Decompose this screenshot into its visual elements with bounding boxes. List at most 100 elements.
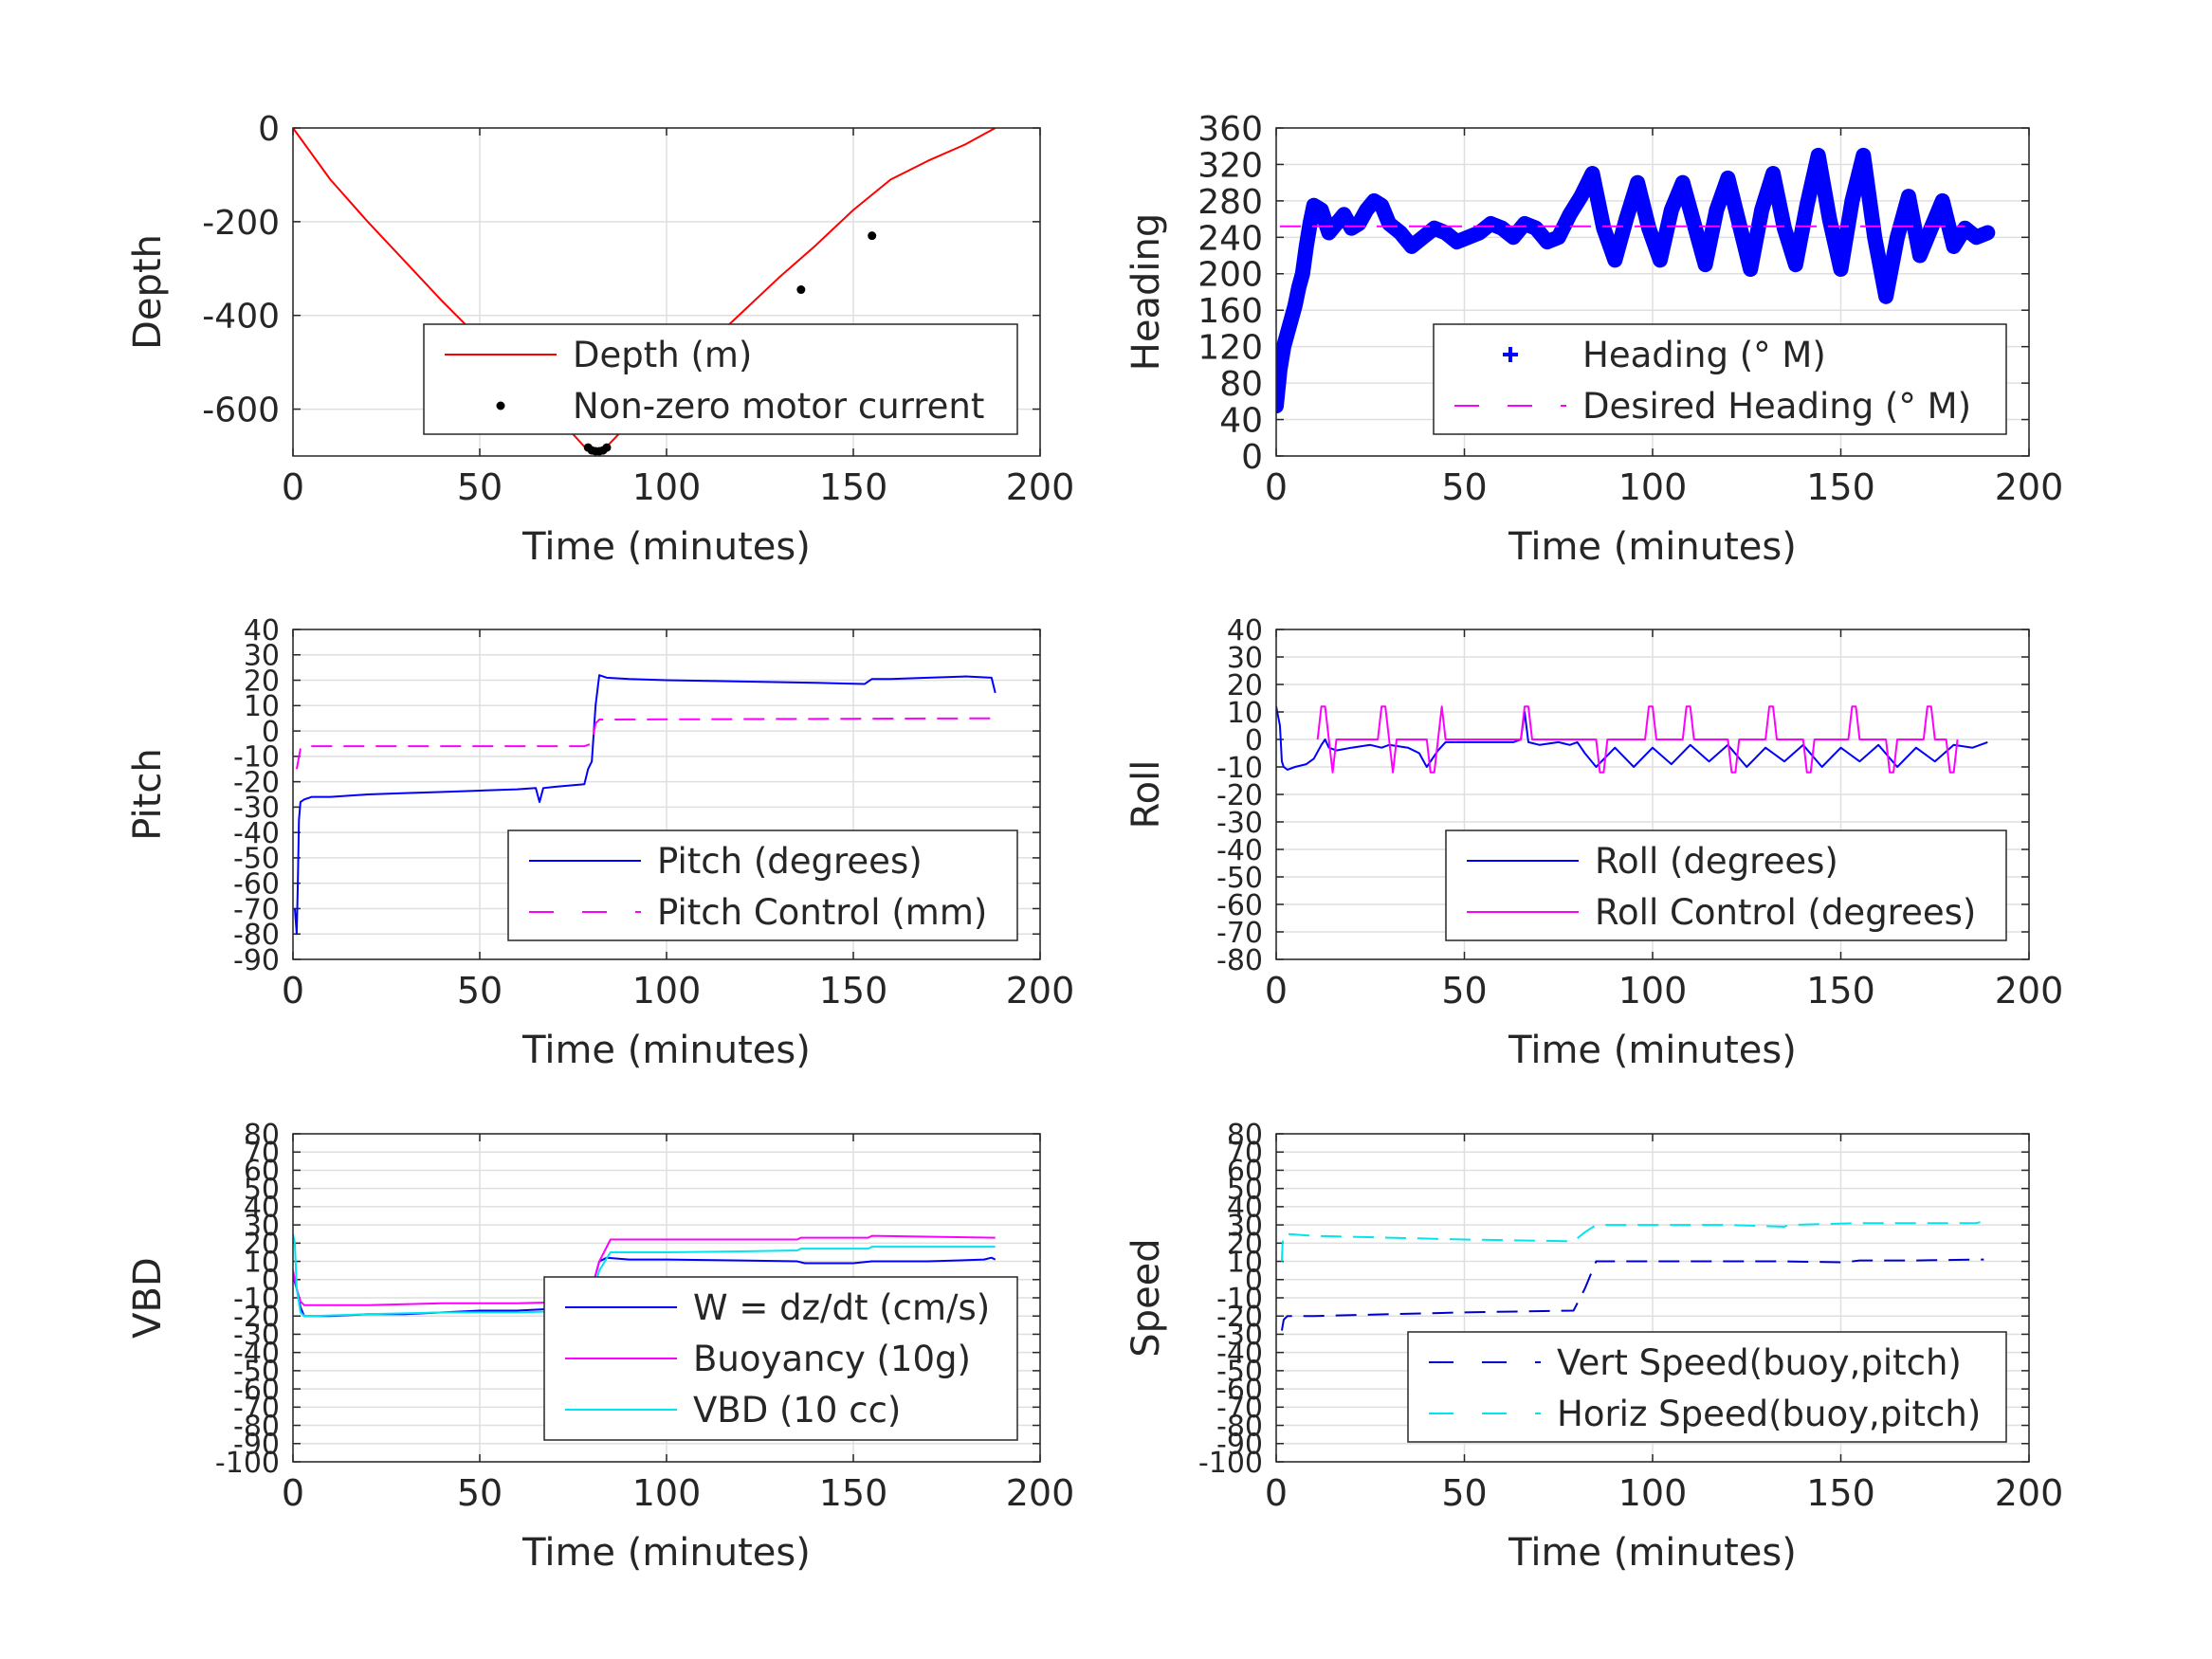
x-tick-label: 200 (1995, 466, 2064, 508)
x-tick-label: 50 (457, 1472, 503, 1514)
y-tick-label: 40 (244, 1192, 280, 1225)
x-tick-label: 100 (1618, 970, 1688, 1012)
series-pitch-control-mm (295, 717, 996, 770)
y-tick-label: 70 (244, 1137, 280, 1170)
x-tick-label: 100 (632, 1472, 702, 1514)
y-tick-label: -10 (1216, 752, 1263, 785)
y-tick-label: 0 (262, 716, 280, 749)
plot-area (293, 674, 996, 936)
y-tick-label: -400 (202, 298, 280, 337)
legend-label: W = dz/dt (cm/s) (693, 1287, 990, 1328)
y-axis-label: Roll (1124, 760, 1168, 830)
x-tick-label: 50 (457, 970, 503, 1012)
y-tick-label: 40 (1219, 402, 1263, 441)
data-point (602, 443, 612, 452)
y-tick-label: -60 (233, 867, 280, 901)
legend-item: Roll Control (degrees) (1467, 892, 1976, 933)
legend-label: Pitch (degrees) (657, 841, 923, 882)
x-tick-label: 150 (819, 466, 888, 508)
x-tick-label: 100 (632, 970, 702, 1012)
legend-box (1407, 1331, 2007, 1443)
x-tick-label: 50 (457, 466, 503, 508)
y-tick-label: -100 (215, 1447, 280, 1480)
y-tick-label: 70 (1227, 1137, 1263, 1170)
y-tick-label: -50 (233, 843, 280, 876)
y-axis-label: Speed (1124, 1238, 1168, 1357)
y-tick-label: -50 (233, 1356, 280, 1389)
y-tick-label: -10 (233, 741, 280, 775)
y-tick-label: 50 (1227, 1173, 1263, 1206)
y-tick-label: -50 (1216, 1356, 1263, 1389)
y-tick-label: 20 (244, 665, 280, 698)
legend-swatch (496, 401, 505, 410)
y-tick-label: 20 (244, 1228, 280, 1261)
series-roll-control-degrees (1316, 705, 1959, 774)
y-tick-label: 80 (244, 1119, 280, 1152)
x-tick-label: 200 (1995, 970, 2064, 1012)
x-tick-label: 200 (1006, 1472, 1075, 1514)
y-tick-label: -70 (1216, 1392, 1263, 1425)
y-tick-label: -70 (233, 1392, 280, 1425)
plot-area (1276, 147, 1996, 414)
y-tick-label: 50 (244, 1173, 280, 1206)
series-depth-m (293, 128, 996, 453)
y-tick-label: -30 (233, 792, 280, 825)
series-line (1280, 1258, 1984, 1331)
axes-frame (1275, 127, 2030, 457)
y-tick-label: -20 (233, 766, 280, 799)
y-tick-label: 10 (244, 1246, 280, 1279)
x-axis-label: Time (minutes) (521, 1029, 811, 1072)
x-axis-label: Time (minutes) (521, 1531, 811, 1575)
series-line (1316, 705, 1959, 774)
y-tick-label: -80 (233, 1410, 280, 1443)
x-tick-label: 50 (1441, 1472, 1487, 1514)
y-tick-label: 40 (1227, 614, 1263, 647)
legend-label: Non-zero motor current (573, 386, 984, 427)
series-pitch-degrees (293, 674, 996, 936)
y-tick-label: 20 (1227, 1228, 1263, 1261)
legend-label: Roll Control (degrees) (1595, 892, 1976, 933)
y-tick-label: -40 (233, 817, 280, 850)
legend: Pitch (degrees) Pitch Control (mm) (507, 830, 1018, 941)
y-axis-label: Heading (1124, 213, 1168, 371)
y-tick-label: -20 (1216, 1301, 1263, 1334)
y-tick-label: 0 (1245, 1265, 1263, 1298)
y-tick-label: -100 (1198, 1447, 1263, 1480)
legend: Roll (degrees) Roll Control (degrees) (1445, 830, 2007, 941)
series-line (293, 674, 996, 936)
panel-depth: 0 50 100 150 200 0 -200 -400 -600 Time (minutes) D… (126, 110, 1074, 569)
y-tick-label: -10 (233, 1283, 280, 1316)
x-tick-label: 150 (1806, 970, 1875, 1012)
x-tick-label: 100 (632, 466, 702, 508)
y-tick-label: 40 (244, 614, 280, 647)
axes-frame (1275, 1133, 2030, 1463)
legend: Vert Speed(buoy,pitch) Horiz Speed(buoy,p… (1407, 1331, 2007, 1443)
x-tick-label: 50 (1441, 970, 1487, 1012)
legend-item: Vert Speed(buoy,pitch) (1429, 1342, 1962, 1383)
y-tick-label: 30 (244, 1210, 280, 1243)
legend-label: Vert Speed(buoy,pitch) (1557, 1342, 1962, 1383)
legend-box (1433, 323, 2007, 435)
legend-label: Buoyancy (10g) (693, 1339, 971, 1379)
y-tick-label: 10 (1227, 697, 1263, 730)
y-axis-label: VBD (126, 1257, 170, 1339)
y-tick-label: 0 (262, 1265, 280, 1298)
data-point (868, 231, 877, 241)
y-tick-label: -30 (233, 1319, 280, 1352)
series-roll-degrees (1276, 706, 1988, 771)
legend-label: Heading (° M) (1582, 335, 1826, 375)
series-line (295, 717, 996, 770)
legend-item: Heading (° M) (1503, 335, 1826, 375)
y-tick-label: 30 (244, 640, 280, 673)
panel-heading: 0 50 100 150 20004080120160200240280320360Ti… (1124, 110, 2063, 569)
x-tick-label: 0 (282, 1472, 304, 1514)
x-tick-label: 150 (819, 970, 888, 1012)
panel-pitch: 0 50 100 150 200403020100-10-20-30-40-50-60-… (126, 614, 1074, 1072)
x-axis-label: Time (minutes) (1508, 1029, 1797, 1072)
y-tick-label: 320 (1197, 146, 1263, 185)
y-tick-label: 20 (1227, 669, 1263, 702)
y-tick-label: 60 (244, 1155, 280, 1188)
y-tick-label: -40 (1216, 834, 1263, 867)
data-point (796, 285, 806, 295)
y-tick-label: 60 (1227, 1155, 1263, 1188)
